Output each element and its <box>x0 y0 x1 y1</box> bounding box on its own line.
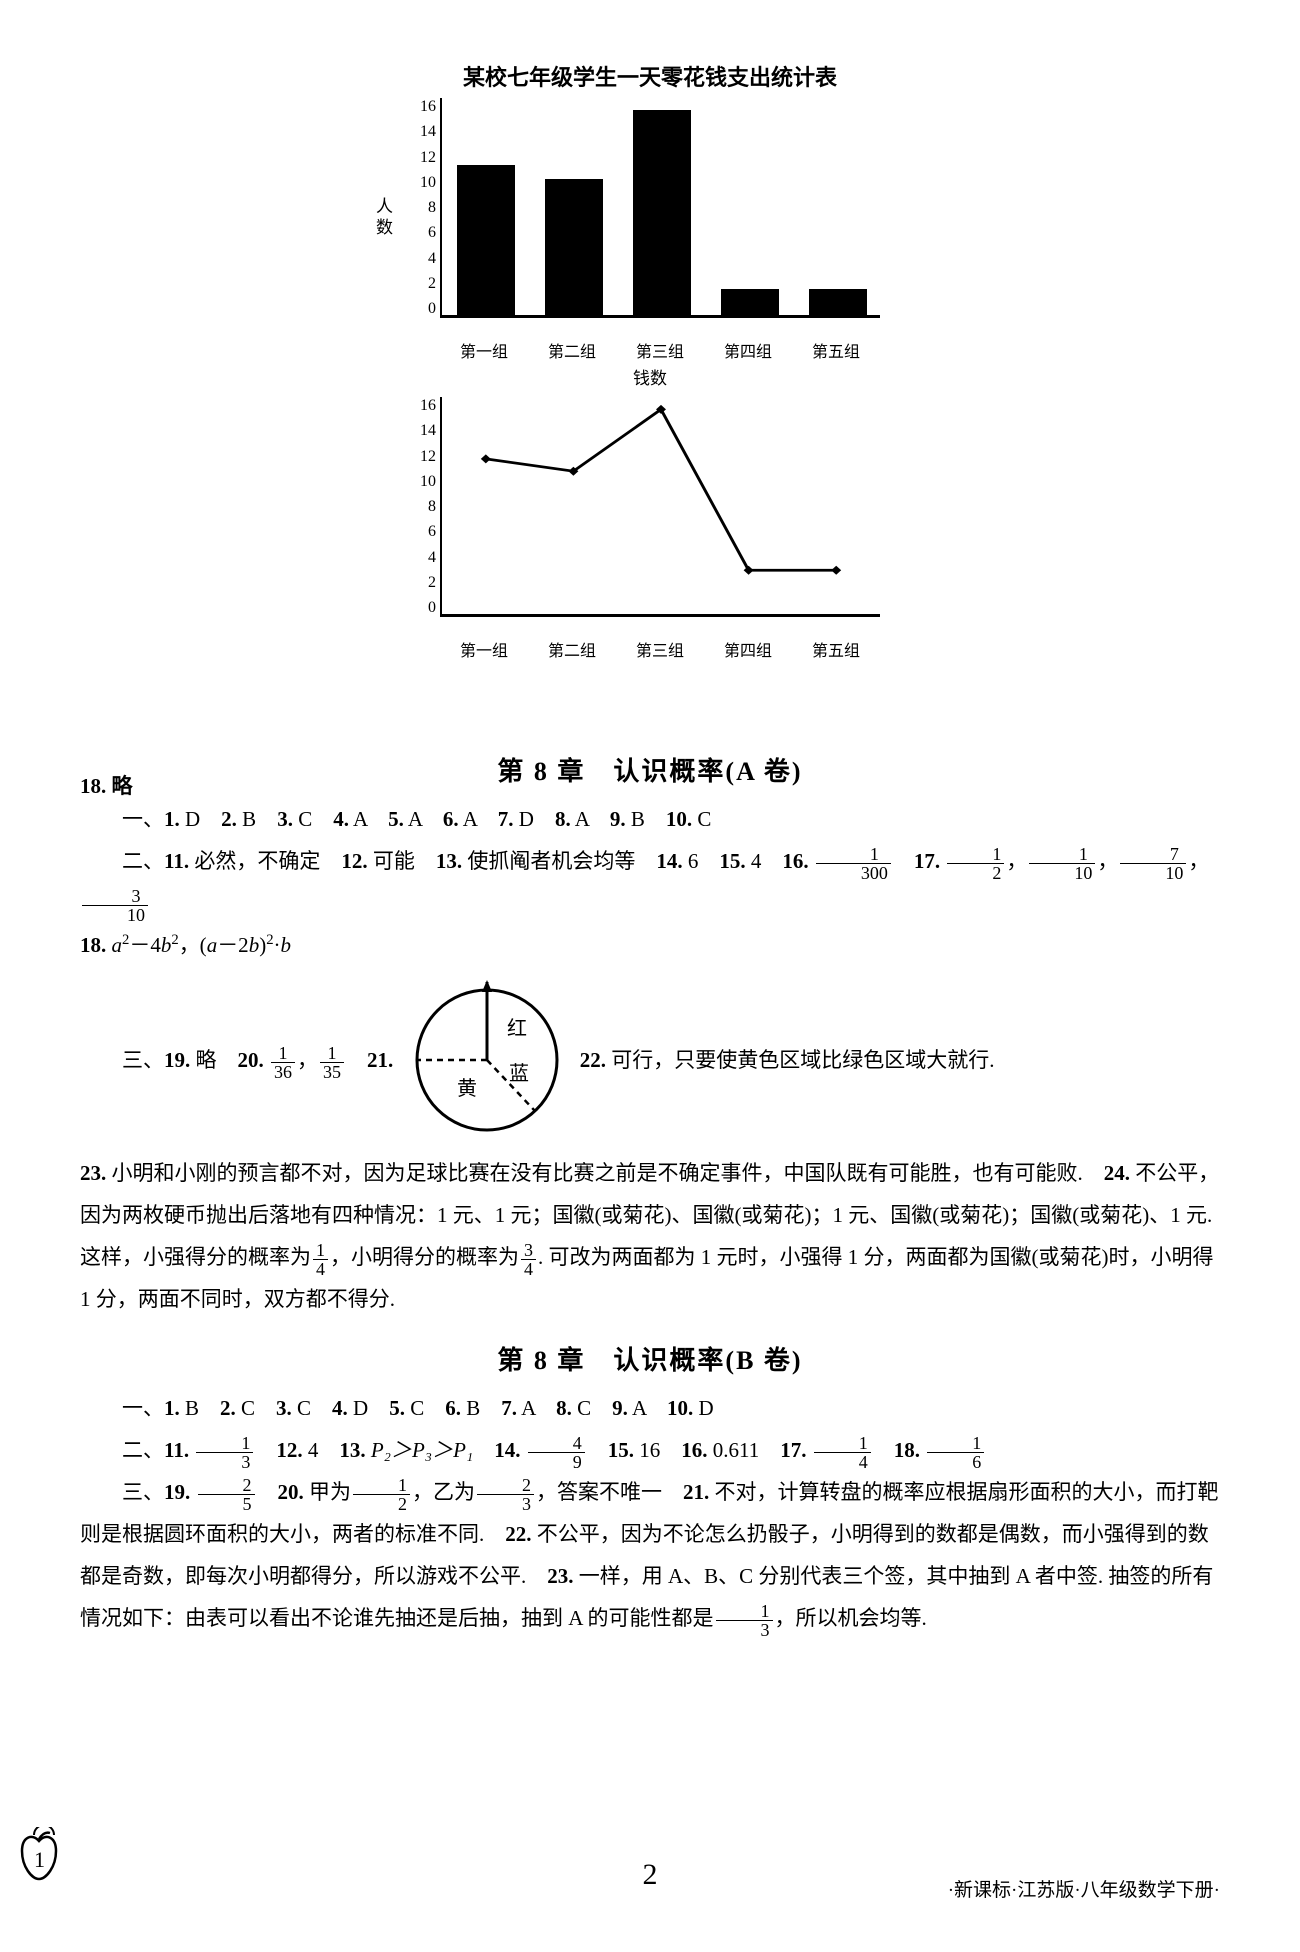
bar-chart-title: 某校七年级学生一天零花钱支出统计表 <box>390 60 910 92</box>
chapter-b-title: 第 8 章 认识概率(B 卷) <box>80 1340 1220 1377</box>
q18-abbrev: 18. 略 <box>80 770 133 800</box>
page-number: 2 <box>643 1858 658 1892</box>
line-chart-yticks: 1614121086420 <box>400 397 436 617</box>
chapter-a-title: 第 8 章 认识概率(A 卷) <box>80 751 1220 788</box>
svg-text:1: 1 <box>34 1847 45 1872</box>
line-chart: 1614121086420 第一组第二组第三组第四组第五组 <box>440 397 880 637</box>
footer-text: ·新课标·江苏版·八年级数学下册· <box>948 1875 1220 1902</box>
charts-block: 某校七年级学生一天零花钱支出统计表 人数 1614121086420 第一组第二… <box>390 60 910 663</box>
bar-chart: 人数 1614121086420 第一组第二组第三组第四组第五组 <box>440 98 880 338</box>
pie-chart: 红 蓝 黄 <box>407 980 567 1140</box>
line-chart-plot <box>440 397 880 617</box>
chapter-a-body: 一、1. D 2. B 3. C 4. A 5. A 6. A 7. D 8. … <box>80 798 1220 1320</box>
pie-label-blue: 蓝 <box>509 1062 529 1085</box>
chapter-b-body: 一、1. B 2. C 3. C 4. D 5. C 6. B 7. A 8. … <box>80 1387 1220 1639</box>
bar-chart-yticks: 1614121086420 <box>400 98 436 318</box>
bar-chart-ylabel: 人数 <box>370 197 395 239</box>
line-chart-xlabels: 第一组第二组第三组第四组第五组 <box>440 637 880 659</box>
apple-icon: 1 <box>14 1827 64 1892</box>
pie-label-yellow: 黄 <box>457 1077 477 1100</box>
bar-chart-xlabel: 钱数 <box>390 364 910 389</box>
bar-chart-plot <box>440 98 880 318</box>
pie-label-red: 红 <box>507 1017 527 1040</box>
bar-chart-xlabels: 第一组第二组第三组第四组第五组 <box>440 338 880 360</box>
